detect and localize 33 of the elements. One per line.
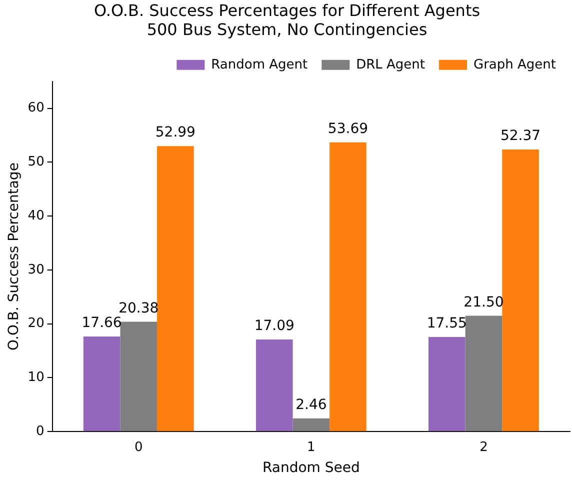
y-tick-label: 40 [28, 208, 44, 224]
data-label: 52.99 [155, 124, 196, 141]
bar [428, 337, 466, 432]
y-tick-label: 20 [28, 316, 44, 332]
y-tick-label: 50 [28, 154, 44, 170]
chart-title: O.O.B. Success Percentages for Different Agents [94, 0, 480, 20]
bar [465, 316, 502, 432]
x-tick-label: 1 [307, 440, 316, 455]
bar [157, 146, 194, 432]
bar [330, 142, 366, 432]
legend-label: DRL Agent [356, 57, 426, 72]
x-tick-label: 2 [480, 440, 488, 455]
data-label: 52.37 [500, 128, 541, 144]
bar [502, 149, 539, 432]
bar [256, 340, 293, 432]
y-axis-title: O.O.B. Success Percentage [6, 162, 22, 350]
y-tick-label: 0 [36, 424, 44, 439]
bar [292, 418, 330, 432]
y-tick-label: 30 [28, 262, 44, 278]
y-tick-label: 10 [28, 370, 44, 386]
chart-subtitle: 500 Bus System, No Contingencies [146, 20, 428, 39]
bar [83, 336, 120, 432]
data-label: 53.69 [328, 120, 368, 137]
legend-label: Graph Agent [474, 57, 556, 72]
data-label: 17.66 [82, 315, 122, 332]
y-tick-label: 60 [28, 100, 44, 116]
x-axis-title: Random Seed [262, 460, 360, 476]
legend-label: Random Agent [211, 57, 308, 72]
bar [120, 322, 158, 432]
x-tick-label: 0 [134, 440, 143, 455]
data-label: 17.55 [426, 316, 467, 332]
data-label: 2.46 [296, 396, 327, 413]
data-label: 17.09 [254, 318, 294, 334]
